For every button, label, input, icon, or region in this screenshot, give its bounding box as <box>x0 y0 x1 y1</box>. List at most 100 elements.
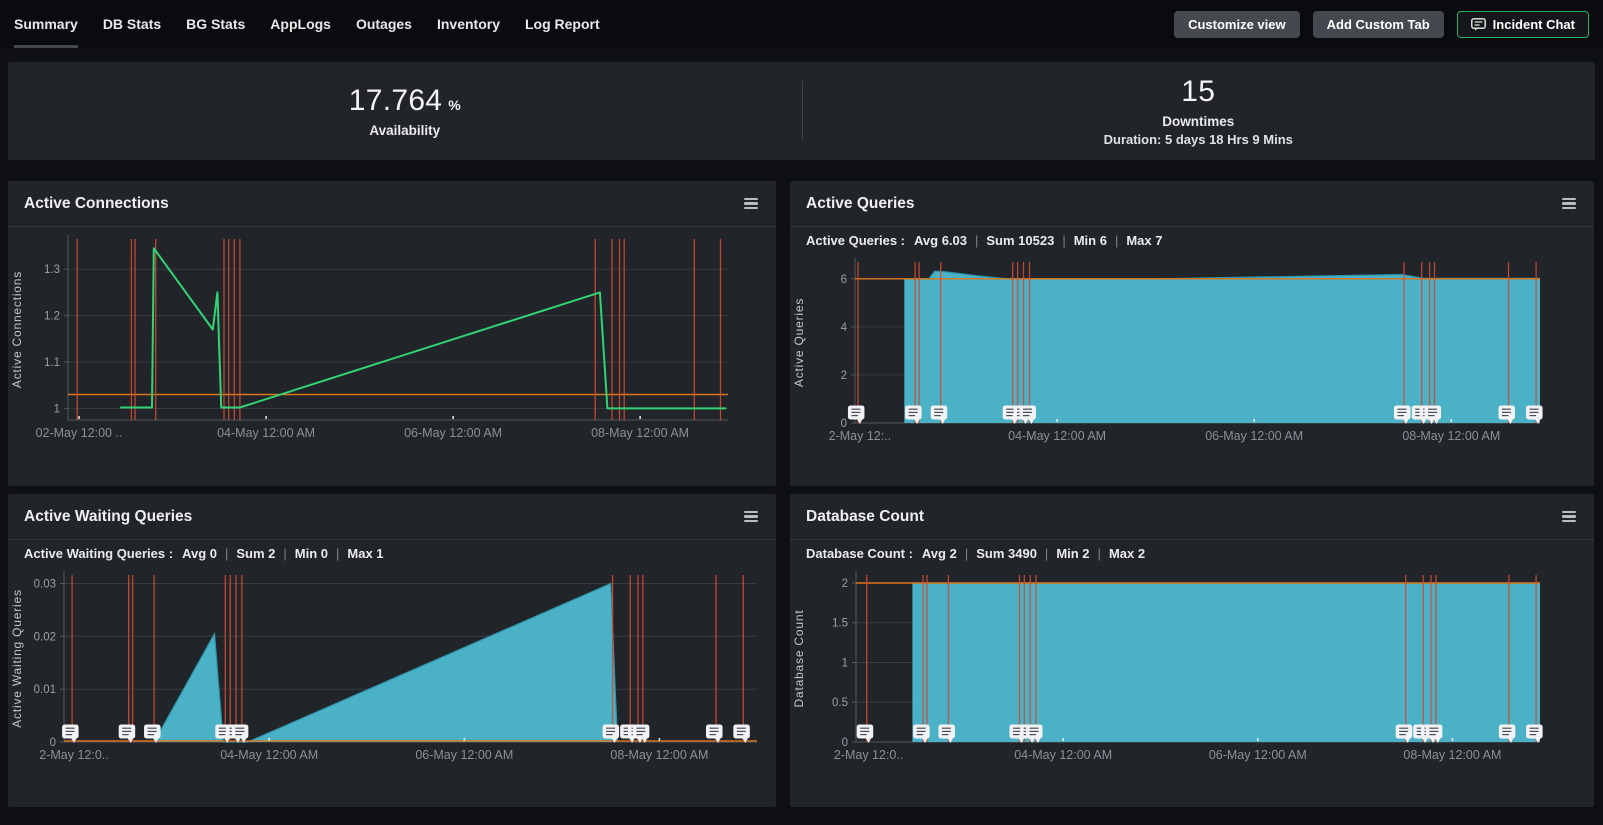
metric-separator: | <box>964 546 969 561</box>
chart-area: 0 0.01 0.02 0.03 2-May 12:0.. 04-May 12:00 AM… <box>8 563 776 807</box>
chart-panel-active-waiting-queries: Active Waiting Queries Active Waiting Que… <box>8 494 776 807</box>
metric-separator: | <box>975 233 979 248</box>
chart-area: 0 0.5 1 1.5 2 2-May 12:0.. 04-May 12:00 AM 06-M… <box>790 563 1594 807</box>
y-tick-label: 1 <box>54 403 60 415</box>
annotation-bubble-icon[interactable] <box>632 724 650 744</box>
annotation-bubble-icon[interactable] <box>144 724 161 744</box>
y-tick-label: 1.3 <box>44 264 60 276</box>
x-tick-label: 08-May 12:00 AM <box>1402 429 1500 443</box>
line-series <box>120 247 727 410</box>
annotation-bubble-icon[interactable] <box>930 405 948 425</box>
hamburger-menu-icon[interactable] <box>742 507 760 527</box>
y-tick-label: 0 <box>841 418 847 430</box>
x-tick-label: 04-May 12:00 AM <box>1014 748 1112 762</box>
chat-bubble-icon <box>1470 17 1486 31</box>
annotation-bubble-icon[interactable] <box>733 724 750 744</box>
y-tick-label: 2 <box>842 578 848 590</box>
y-tick-label: 1.2 <box>44 311 60 323</box>
tab-summary[interactable]: Summary <box>14 0 78 48</box>
chart-canvas[interactable]: 0 0.5 1 1.5 2 2-May 12:0.. 04-May 12:00 AM 06-M… <box>790 563 1594 800</box>
stat-metric: Min 6 <box>1073 233 1107 248</box>
downtimes-stat: 15 Downtimes Duration: 5 days 18 Hrs 9 M… <box>802 62 1596 160</box>
annotation-bubble-icon[interactable] <box>602 724 620 744</box>
x-tick-label: 02-May 12:00 .. <box>36 426 123 440</box>
availability-stat: 17.764 % Availability <box>8 62 802 160</box>
tab-log-report[interactable]: Log Report <box>524 16 600 32</box>
annotation-bubble-icon[interactable] <box>706 724 723 744</box>
y-tick-label: 0 <box>50 737 56 749</box>
chart-title: Database Count <box>806 507 924 525</box>
tab-applogs[interactable]: AppLogs <box>270 16 331 32</box>
annotation-bubble-icon[interactable] <box>847 405 865 425</box>
annotation-bubble-icon[interactable] <box>1424 405 1442 425</box>
y-tick-label: 1.1 <box>44 357 60 369</box>
hamburger-menu-icon[interactable] <box>742 194 760 214</box>
y-tick-label: 1 <box>842 658 848 670</box>
y-tick-label: 0.02 <box>34 631 56 643</box>
chart-title: Active Connections <box>24 194 169 212</box>
stat-metric: Min 0 <box>294 546 329 561</box>
tab-inventory[interactable]: Inventory <box>436 16 500 32</box>
annotation-bubble-icon[interactable] <box>1526 724 1543 744</box>
area-series <box>904 271 1540 423</box>
panel-header: Database Count <box>790 494 1594 540</box>
annotation-bubble-icon[interactable] <box>62 724 79 744</box>
chart-canvas[interactable]: 0 2 4 6 2-May 12:.. 04-May 12:00 AM 06-May 12:… <box>790 250 1594 479</box>
x-tick-label: 08-May 12:00 AM <box>610 748 708 762</box>
stat-metric: Avg 2 <box>921 546 957 561</box>
chart-title: Active Waiting Queries <box>24 507 193 525</box>
metric-separator: | <box>1062 233 1066 248</box>
stat-metric: Sum 2 <box>236 546 276 561</box>
downtimes-duration: Duration: 5 days 18 Hrs 9 Mins <box>1103 132 1293 147</box>
hamburger-menu-icon[interactable] <box>1560 507 1578 527</box>
annotation-bubble-icon[interactable] <box>118 724 136 744</box>
availability-value: 17.764 <box>348 84 443 117</box>
annotation-bubble-icon[interactable] <box>913 724 930 744</box>
metric-separator: | <box>224 546 229 561</box>
area-edge <box>904 270 1540 280</box>
y-tick-label: 0.03 <box>34 579 56 591</box>
annotation-bubble-icon[interactable] <box>856 724 874 744</box>
chart-canvas[interactable]: 0 0.01 0.02 0.03 2-May 12:0.. 04-May 12:00 AM… <box>8 563 776 800</box>
annotation-bubble-icon[interactable] <box>1498 724 1516 744</box>
annotation-bubble-icon[interactable] <box>1026 724 1043 744</box>
y-axis-title: Active Waiting Queries <box>10 589 24 728</box>
tab-outages[interactable]: Outages <box>355 16 412 32</box>
annotation-bubble-icon[interactable] <box>231 724 249 744</box>
tab-bg-stats[interactable]: BG Stats <box>186 16 246 32</box>
stat-metric: Avg 6.03 <box>914 233 967 248</box>
tab-db-stats[interactable]: DB Stats <box>102 16 162 32</box>
y-tick-label: 0.5 <box>832 697 848 709</box>
chart-stats-row: Active Queries : Avg 6.03 | Sum 10523 | Min 6… <box>790 227 1594 250</box>
button-label: Incident Chat <box>1492 16 1575 32</box>
annotation-bubble-icon[interactable] <box>1019 405 1036 425</box>
annotation-bubble-icon[interactable] <box>1498 405 1515 425</box>
stats-label: Active Waiting Queries : <box>24 546 174 561</box>
annotation-bubble-icon[interactable] <box>938 724 955 744</box>
customize-view-button[interactable]: Customize view <box>1174 10 1300 38</box>
x-tick-label: 04-May 12:00 AM <box>1008 429 1106 443</box>
annotation-bubble-icon[interactable] <box>1395 724 1413 744</box>
stats-label: Active Queries : <box>806 233 905 248</box>
button-label: Add Custom Tab <box>1326 16 1430 32</box>
incident-chat-button[interactable]: Incident Chat <box>1456 10 1589 38</box>
x-tick-label: 06-May 12:00 AM <box>415 748 513 762</box>
annotation-bubble-icon[interactable] <box>1393 405 1411 425</box>
annotation-bubble-icon[interactable] <box>1425 724 1443 744</box>
availability-label: Availability <box>369 123 441 138</box>
annotation-bubble-icon[interactable] <box>905 405 922 425</box>
panel-header: Active Connections <box>8 181 776 227</box>
metric-separator: | <box>1114 233 1119 248</box>
x-tick-label: 04-May 12:00 AM <box>220 748 318 762</box>
add-custom-tab-button[interactable]: Add Custom Tab <box>1312 10 1444 38</box>
stats-label: Database Count : <box>806 546 913 561</box>
stat-metric: Min 2 <box>1056 546 1090 561</box>
hamburger-menu-icon[interactable] <box>1560 194 1578 214</box>
y-tick-label: 0.01 <box>34 684 56 696</box>
button-label: Customize view <box>1188 16 1286 32</box>
chart-canvas[interactable]: 1 1.1 1.2 1.3 02-May 12:00 .. 04-May 12:00 AM… <box>8 227 776 482</box>
y-tick-label: 6 <box>841 274 847 286</box>
annotation-bubble-icon[interactable] <box>1526 405 1543 425</box>
summary-stats-panel: 17.764 % Availability 15 Downtimes Durat… <box>8 62 1595 160</box>
chart-area: 1 1.1 1.2 1.3 02-May 12:00 .. 04-May 12:00 AM… <box>8 227 776 486</box>
